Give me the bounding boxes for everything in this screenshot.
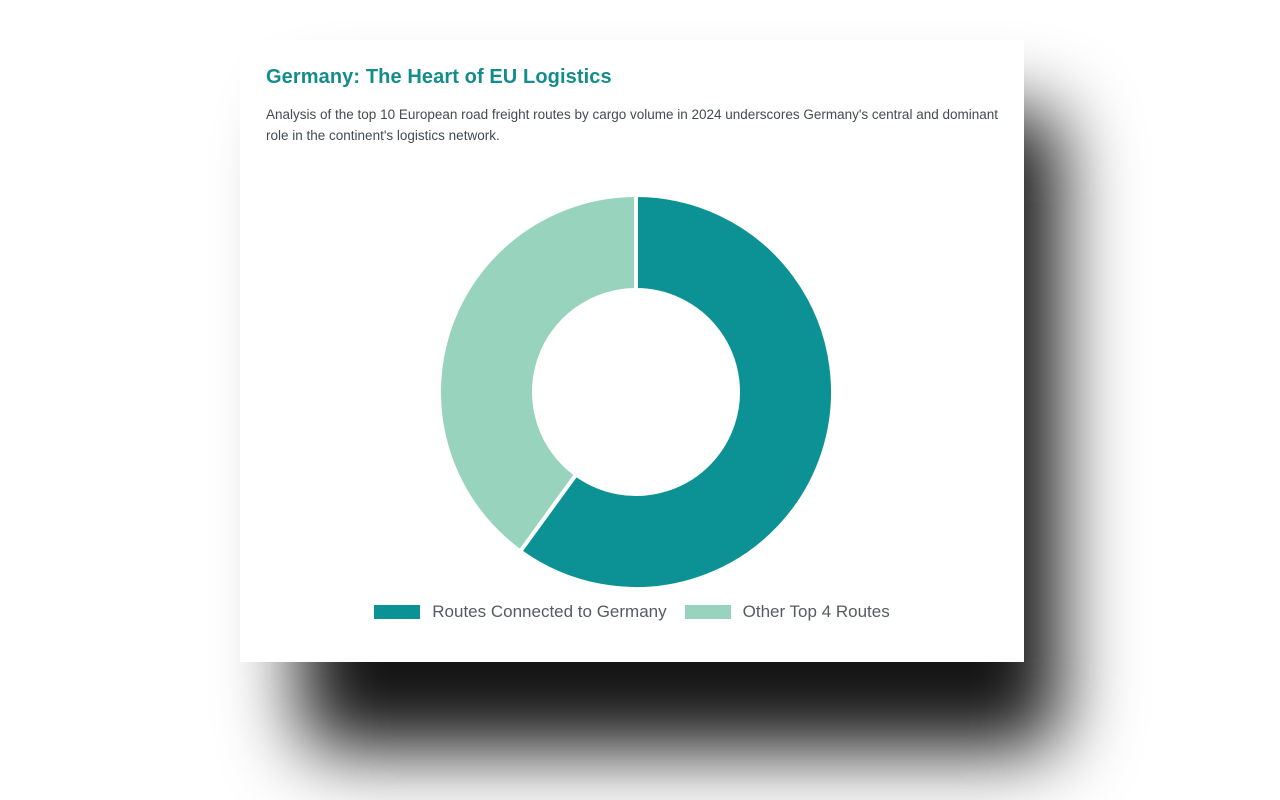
legend-item-routes-connected-to-germany[interactable]: Routes Connected to Germany (374, 602, 667, 622)
legend-label: Other Top 4 Routes (742, 602, 890, 621)
slice-other-top-4-routes[interactable] (437, 192, 638, 555)
legend-swatch (684, 605, 731, 619)
chart-legend: Routes Connected to Germany Other Top 4 R… (240, 602, 1024, 622)
card-title: Germany: The Heart of EU Logistics (266, 66, 612, 88)
legend-label: Routes Connected to Germany (432, 602, 667, 621)
chart-card: Germany: The Heart of EU Logistics Analy… (240, 40, 1024, 662)
slice-routes-connected-to-germany[interactable] (517, 192, 835, 591)
legend-swatch (374, 605, 421, 619)
card-description: Analysis of the top 10 European road fre… (266, 107, 998, 143)
doughnut-chart (437, 192, 835, 591)
legend-item-other-top-4-routes[interactable]: Other Top 4 Routes (684, 602, 890, 622)
